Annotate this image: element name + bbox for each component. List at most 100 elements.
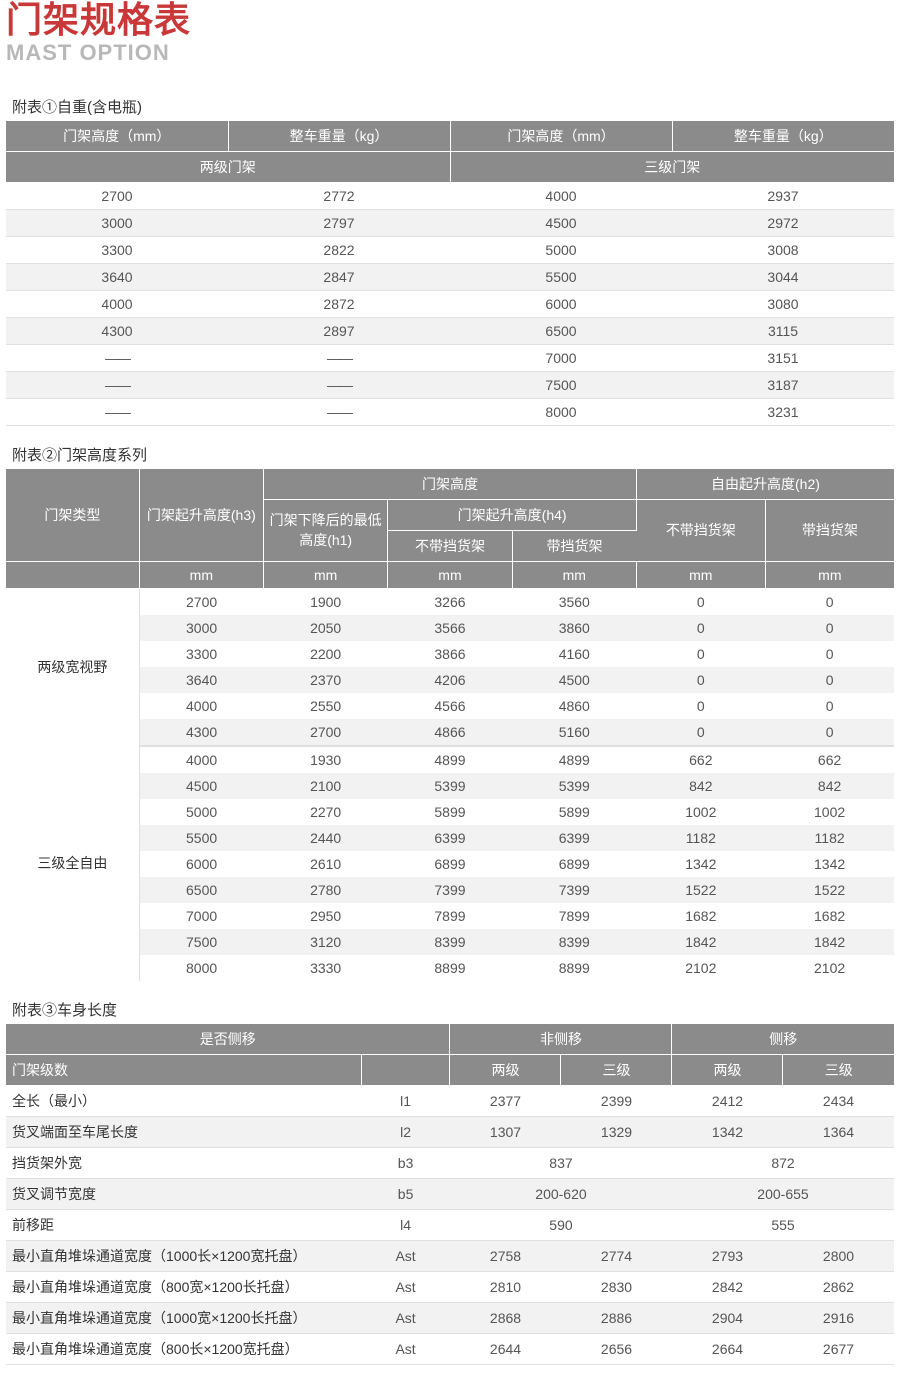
cell: 0 xyxy=(765,667,894,693)
table-row: 800033308899889921022102 xyxy=(6,955,894,981)
symbol: l4 xyxy=(361,1209,450,1240)
t3-h-level: 门架级数 xyxy=(6,1054,361,1085)
cell: 2822 xyxy=(228,236,450,263)
table-row: 货叉调节宽度b5200-620200-655 xyxy=(6,1178,894,1209)
cell: 0 xyxy=(765,693,894,719)
table-row: 前移距l4590555 xyxy=(6,1209,894,1240)
t2-unit-0 xyxy=(6,561,139,588)
cell: 0 xyxy=(636,667,765,693)
cell: 3330 xyxy=(264,955,388,981)
cell: 2550 xyxy=(264,693,388,719)
cell: 3187 xyxy=(672,371,894,398)
cell: 7899 xyxy=(512,903,636,929)
cell: 1307 xyxy=(450,1116,561,1147)
table-mast-height: 门架类型 门架起升高度(h3) 门架高度 自由起升高度(h2) 门架下降后的最低… xyxy=(6,469,894,981)
t2-unit-3: mm xyxy=(388,561,512,588)
cell: 4860 xyxy=(512,693,636,719)
cell: 4899 xyxy=(512,746,636,773)
cell: 1364 xyxy=(783,1116,894,1147)
cell: 2370 xyxy=(264,667,388,693)
cell: 1182 xyxy=(765,825,894,851)
cell: 4000 xyxy=(450,182,672,209)
cell: 5000 xyxy=(450,236,672,263)
cell: 1930 xyxy=(264,746,388,773)
cell: 8000 xyxy=(139,955,263,981)
cell: 2793 xyxy=(672,1240,783,1271)
cell: 7500 xyxy=(450,371,672,398)
table3-caption: 附表③车身长度 xyxy=(12,999,894,1020)
cell: 0 xyxy=(636,641,765,667)
mast-type-label: 两级宽视野 xyxy=(6,588,139,746)
cell: 2950 xyxy=(264,903,388,929)
table-row: 货叉端面至车尾长度l21307132913421364 xyxy=(6,1116,894,1147)
t1-h0: 门架高度（mm） xyxy=(6,121,228,152)
table-body-length: 是否侧移 非侧移 侧移 门架级数 两级 三级 两级 三级 全长（最小）l1237… xyxy=(6,1024,894,1365)
cell: 0 xyxy=(765,615,894,641)
cell: 7000 xyxy=(450,344,672,371)
cell: 6899 xyxy=(388,851,512,877)
cell: 1842 xyxy=(636,929,765,955)
cell: 842 xyxy=(636,773,765,799)
cell: 2656 xyxy=(561,1333,672,1364)
cell: —— xyxy=(6,398,228,425)
cell: 662 xyxy=(636,746,765,773)
table-selfweight: 门架高度（mm） 整车重量（kg） 门架高度（mm） 整车重量（kg） 两级门架… xyxy=(6,121,894,426)
cell: 8399 xyxy=(512,929,636,955)
cell: 4300 xyxy=(139,719,263,746)
table-row: 三级全自由4000193048994899662662 xyxy=(6,746,894,773)
t2-h-h4-nobr: 不带挡货架 xyxy=(388,530,512,561)
table-row: 最小直角堆垛通道宽度（1000长×1200宽托盘）Ast275827742793… xyxy=(6,1240,894,1271)
symbol: Ast xyxy=(361,1240,450,1271)
cell: 1342 xyxy=(672,1116,783,1147)
cell: 3120 xyxy=(264,929,388,955)
cell: 0 xyxy=(636,588,765,615)
cell: 7000 xyxy=(139,903,263,929)
table2-caption: 附表②门架高度系列 xyxy=(12,444,894,465)
table-row: 4500210053995399842842 xyxy=(6,773,894,799)
cell: 872 xyxy=(672,1147,894,1178)
cell: —— xyxy=(6,344,228,371)
table-row: 最小直角堆垛通道宽度（1000宽×1200长托盘）Ast286828862904… xyxy=(6,1302,894,1333)
row-label: 货叉端面至车尾长度 xyxy=(6,1116,361,1147)
t3-h-blank xyxy=(361,1054,450,1085)
t2-unit-2: mm xyxy=(264,561,388,588)
t2-h-free-nobr: 不带挡货架 xyxy=(636,499,765,561)
symbol: b3 xyxy=(361,1147,450,1178)
cell: 2774 xyxy=(561,1240,672,1271)
table-row: 700029507899789916821682 xyxy=(6,903,894,929)
cell: 0 xyxy=(636,719,765,746)
table-row: ————80003231 xyxy=(6,398,894,425)
table-row: 挡货架外宽b3837872 xyxy=(6,1147,894,1178)
cell: 2610 xyxy=(264,851,388,877)
cell: 6000 xyxy=(139,851,263,877)
table-row: 3300282250003008 xyxy=(6,236,894,263)
page-title-en: MAST OPTION xyxy=(6,40,894,66)
cell: 2847 xyxy=(228,263,450,290)
t1-h2: 门架高度（mm） xyxy=(450,121,672,152)
row-label: 货叉调节宽度 xyxy=(6,1178,361,1209)
t2-unit-4: mm xyxy=(512,561,636,588)
t3-h-noshift: 非侧移 xyxy=(450,1024,672,1055)
cell: 3300 xyxy=(6,236,228,263)
symbol: b5 xyxy=(361,1178,450,1209)
row-label: 最小直角堆垛通道宽度（1000宽×1200长托盘） xyxy=(6,1302,361,1333)
row-label: 最小直角堆垛通道宽度（1000长×1200宽托盘） xyxy=(6,1240,361,1271)
cell: 0 xyxy=(636,693,765,719)
table-row: 400025504566486000 xyxy=(6,693,894,719)
cell: 8899 xyxy=(512,955,636,981)
cell: 2664 xyxy=(672,1333,783,1364)
cell: 7399 xyxy=(512,877,636,903)
table-row: 全长（最小）l12377239924122434 xyxy=(6,1085,894,1116)
row-label: 前移距 xyxy=(6,1209,361,1240)
mast-type-label: 三级全自由 xyxy=(6,746,139,981)
cell: 6899 xyxy=(512,851,636,877)
t3-h-shift2: 侧移 xyxy=(672,1024,894,1055)
table-row: 364023704206450000 xyxy=(6,667,894,693)
table-row: 330022003866416000 xyxy=(6,641,894,667)
cell: 0 xyxy=(765,588,894,615)
cell: —— xyxy=(228,398,450,425)
row-label: 挡货架外宽 xyxy=(6,1147,361,1178)
table-row: 550024406399639911821182 xyxy=(6,825,894,851)
cell: 2102 xyxy=(765,955,894,981)
cell: 2700 xyxy=(6,182,228,209)
